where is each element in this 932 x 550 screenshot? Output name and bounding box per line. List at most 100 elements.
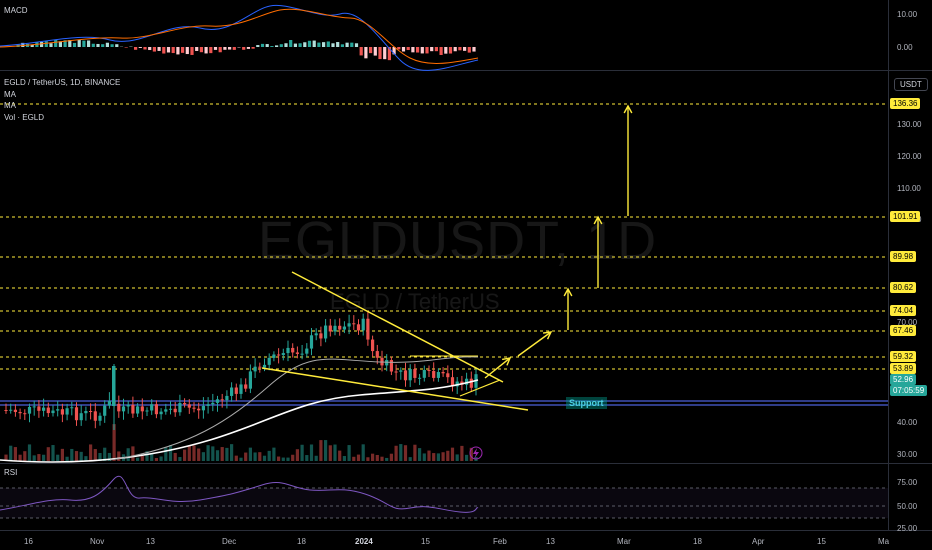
macd-histogram-bar [359, 47, 363, 56]
candle-body [84, 410, 88, 414]
macd-histogram-bar [213, 47, 218, 50]
candle-body [42, 407, 46, 411]
volume-indicator-label[interactable]: Vol · EGLD [4, 113, 45, 122]
level-tag: 59.32 [890, 351, 917, 362]
macd-histogram-bar [416, 47, 420, 53]
candle-body [37, 406, 41, 411]
time-tick: Apr [752, 537, 765, 546]
arrow-head [502, 357, 512, 366]
candle-body [206, 404, 210, 406]
volume-bar [305, 455, 309, 461]
macd-label[interactable]: MACD [4, 6, 28, 15]
volume-bar [361, 444, 365, 461]
candle-body [324, 325, 328, 339]
macd-histogram-bar [420, 47, 424, 54]
price-pane[interactable] [0, 71, 888, 463]
volume-bar [159, 456, 163, 461]
macd-histogram-bar [256, 45, 260, 47]
time-tick: Mar [617, 537, 631, 546]
candle-body [112, 366, 116, 406]
volume-bar [469, 447, 473, 461]
macd-histogram-bar [397, 47, 401, 50]
macd-histogram-bar [406, 47, 410, 51]
candle-body [89, 410, 93, 412]
macd-histogram-bar [448, 47, 453, 54]
volume-bar [385, 457, 389, 461]
symbol-watermark: EGLDUSDT, 1D [258, 211, 658, 271]
macd-histogram-bar [124, 47, 128, 48]
volume-bar [366, 457, 370, 461]
currency-button[interactable]: USDT [894, 78, 928, 91]
candle-body [267, 357, 271, 365]
volume-bar [9, 445, 13, 461]
macd-histogram-bar [401, 47, 406, 52]
volume-bar [136, 457, 140, 461]
macd-histogram-bar [289, 40, 293, 47]
macd-histogram-bar [430, 47, 434, 52]
pane-divider [0, 530, 932, 531]
symbol-info[interactable]: EGLD / TetherUS, 1D, BINANCE [4, 78, 121, 87]
volume-bar [192, 445, 196, 461]
macd-pane[interactable] [0, 0, 888, 70]
macd-histogram-bar [383, 47, 387, 60]
macd-histogram-bar [223, 47, 227, 50]
candle-body [352, 323, 356, 325]
arrow-head [542, 331, 553, 340]
volume-bar [394, 445, 398, 461]
volume-bar [46, 447, 50, 461]
volume-bar [356, 454, 361, 461]
level-tag: 136.36 [890, 98, 921, 109]
volume-bar [37, 454, 41, 461]
volume-bar [79, 451, 83, 461]
volume-bar [446, 450, 450, 461]
pane-divider [0, 70, 932, 71]
ma-indicator-label[interactable]: MA [4, 90, 16, 99]
volume-bar [187, 445, 191, 461]
macd-line [0, 4, 479, 71]
volume-bar [389, 453, 393, 461]
projection-arrow [484, 357, 511, 379]
candle-body [126, 404, 130, 407]
volume-bar [328, 445, 332, 461]
macd-histogram-bar [322, 42, 326, 47]
candle-body [281, 353, 285, 356]
macd-histogram-bar [439, 47, 443, 55]
candle-body [450, 377, 455, 387]
volume-bar [168, 444, 173, 461]
candle-body [413, 369, 417, 378]
volume-bar [230, 444, 234, 461]
macd-histogram-bar [345, 42, 349, 47]
volume-bar [173, 452, 177, 461]
volume-bar [201, 452, 205, 461]
macd-histogram-bar [105, 42, 109, 47]
volume-bar [418, 448, 422, 461]
candle-body [60, 409, 64, 415]
candle-body [197, 408, 201, 411]
macd-histogram-bar [218, 47, 222, 53]
current-price-tag: 52.96 [890, 374, 917, 385]
trendline [459, 379, 501, 397]
candle-body [277, 354, 281, 356]
macd-histogram-bar [463, 47, 467, 51]
volume-bar [422, 453, 426, 461]
ma-indicator-label[interactable]: MA [4, 101, 16, 110]
projection-arrow [517, 331, 552, 357]
volume-bar [42, 454, 46, 461]
candle-body [51, 410, 55, 414]
time-tick: Ma [878, 537, 890, 546]
candle-body [361, 318, 365, 331]
arrow-head [623, 104, 633, 114]
candle-body [131, 404, 135, 414]
support-label[interactable]: Support [566, 397, 607, 409]
candle-body [342, 326, 346, 330]
volume-bar [248, 447, 252, 461]
rsi-label[interactable]: RSI [4, 468, 18, 477]
candle-body [154, 404, 158, 415]
candle-body [187, 404, 191, 408]
candle-body [347, 323, 351, 327]
rsi-pane[interactable] [0, 464, 888, 530]
volume-bar [51, 445, 55, 461]
lightning-icon [473, 448, 479, 459]
volume-bar [324, 440, 328, 461]
level-tag: 80.62 [890, 282, 917, 293]
